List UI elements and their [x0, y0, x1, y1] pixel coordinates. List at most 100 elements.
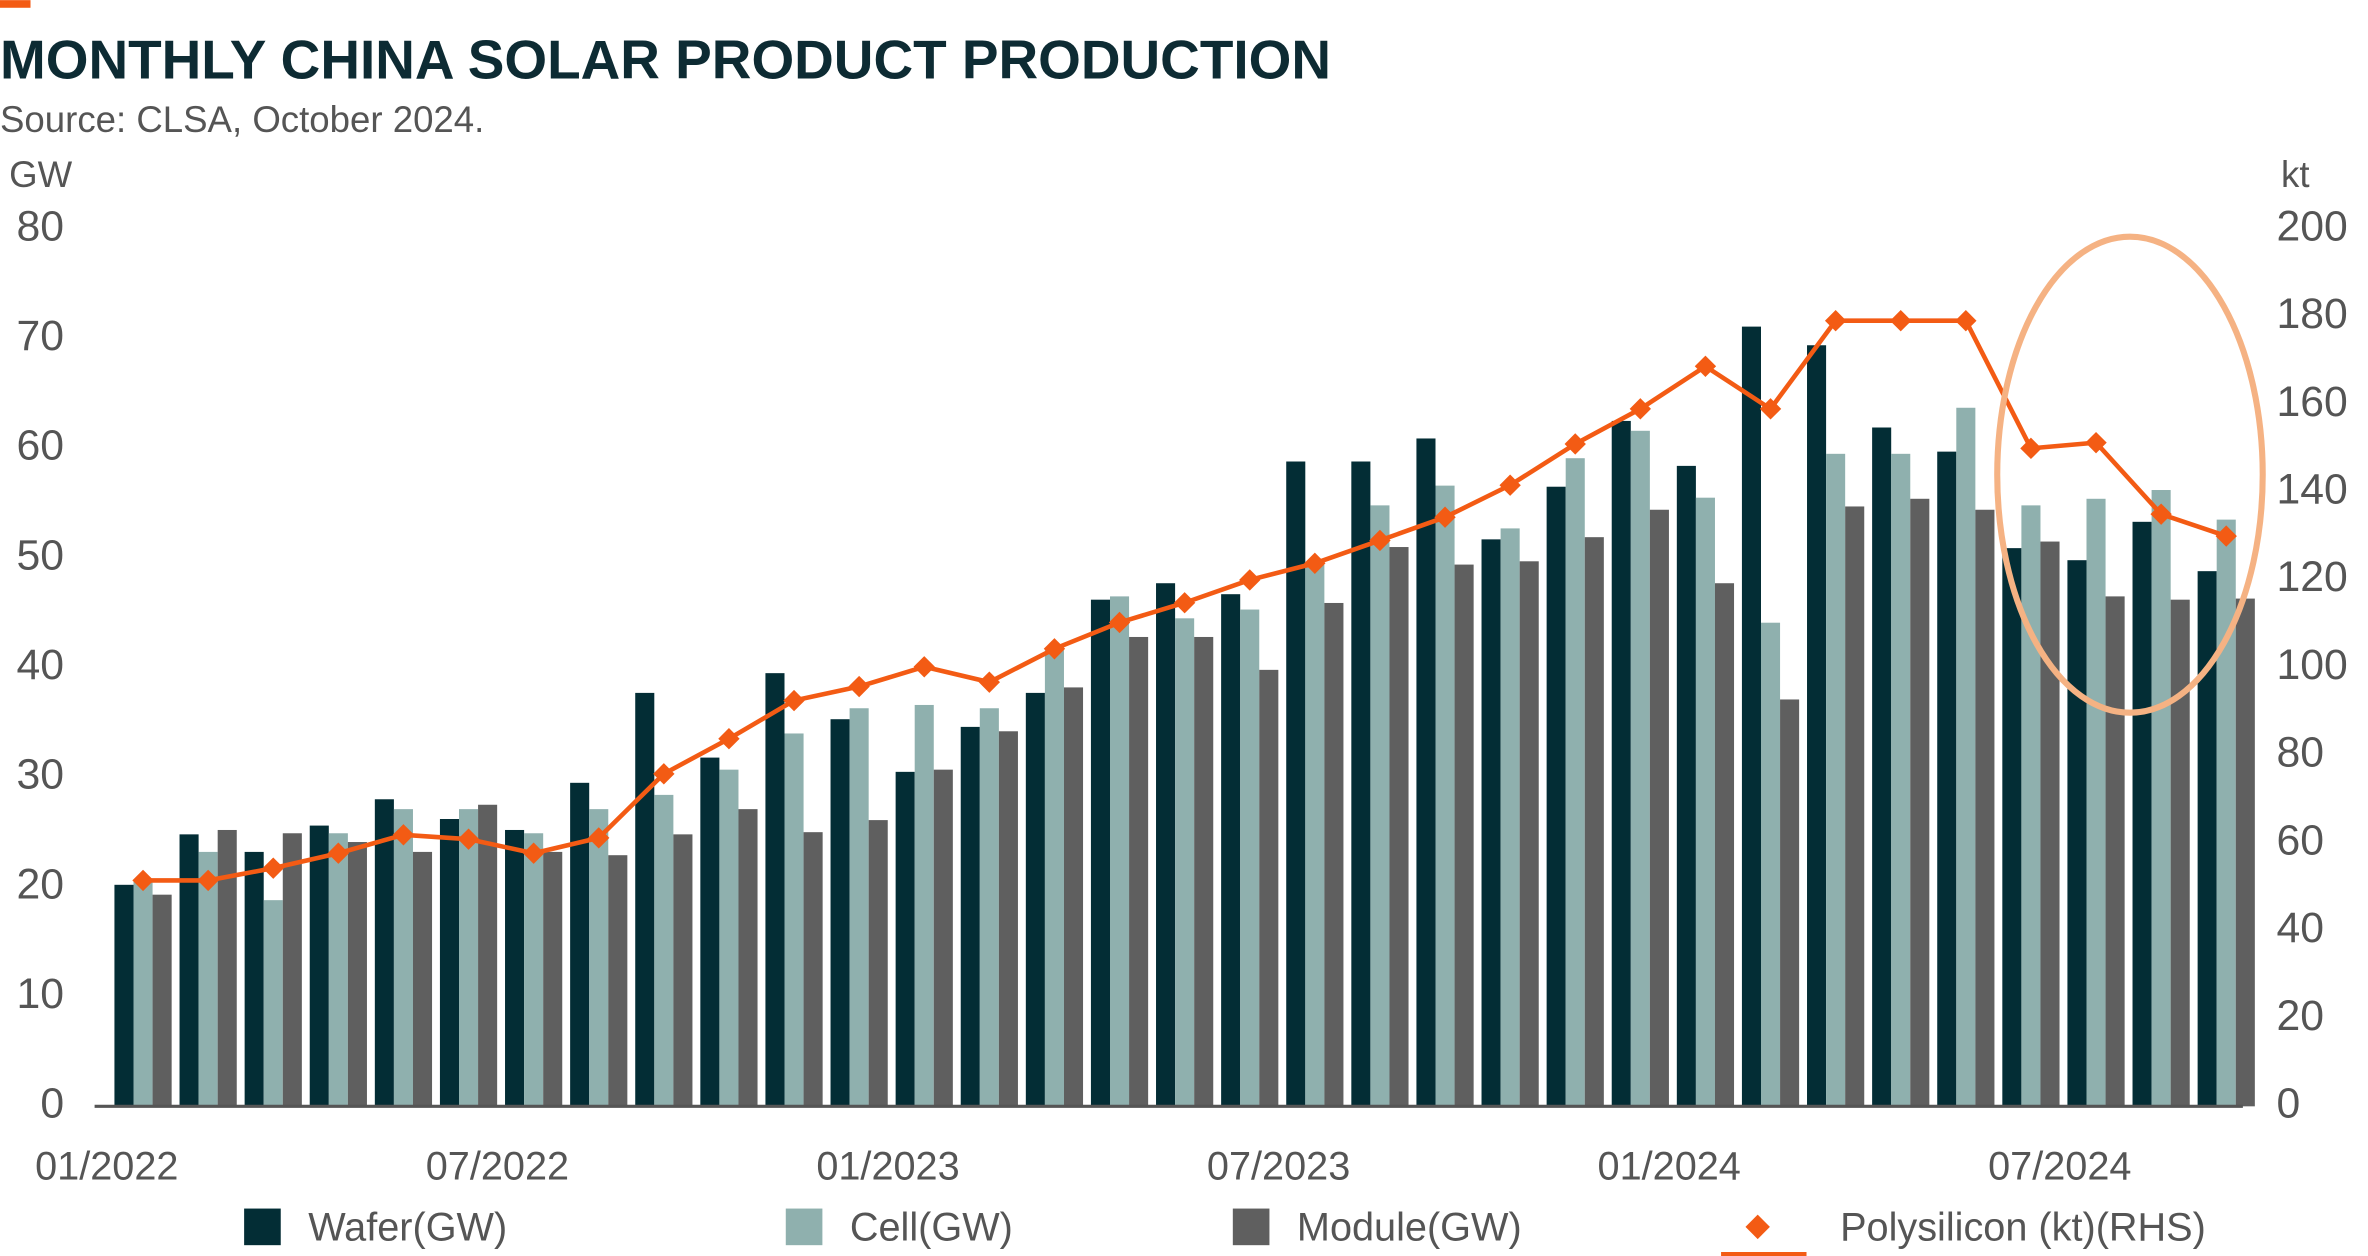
chart-subtitle: Source: CLSA, October 2024.: [0, 99, 484, 140]
line-marker: [2150, 503, 2172, 525]
bar: [1389, 547, 1409, 1107]
bar: [849, 708, 869, 1107]
line-marker: [1629, 398, 1652, 420]
y-tick-label: 0: [40, 1080, 64, 1128]
line-marker: [653, 763, 675, 785]
bar: [1435, 485, 1455, 1107]
bar: [1351, 461, 1371, 1107]
x-tick-label: 01/2024: [1598, 1144, 1741, 1188]
y2-tick-label: 160: [2276, 378, 2347, 426]
y-tick-label: 60: [17, 422, 65, 470]
bar: [635, 692, 655, 1107]
bar: [179, 834, 199, 1107]
legend-label: Polysilicon (kt)(RHS): [1840, 1205, 2206, 1249]
bar: [803, 832, 823, 1107]
bar: [198, 851, 218, 1107]
y-tick-label: 70: [17, 312, 65, 360]
bar: [1063, 687, 1084, 1107]
y2-axis-label: kt: [2281, 154, 2309, 195]
line-marker: [1369, 529, 1391, 552]
bar: [1741, 326, 1761, 1107]
line-marker: [1108, 611, 1131, 634]
bar: [1481, 539, 1501, 1107]
bar: [1090, 599, 1110, 1107]
line-marker: [783, 689, 805, 712]
bar: [998, 731, 1018, 1107]
highlight-ellipse: [1994, 233, 2266, 716]
bar: [459, 809, 479, 1107]
bar: [439, 819, 460, 1107]
bar: [700, 757, 720, 1107]
bar: [1937, 451, 1957, 1107]
line-marker: [1239, 569, 1261, 591]
bar: [328, 833, 348, 1107]
bar: [2235, 598, 2255, 1107]
bar: [654, 794, 674, 1107]
legend-marker: [1745, 1214, 1770, 1240]
line-marker: [1043, 638, 1066, 660]
bar: [2040, 541, 2060, 1107]
bar: [2197, 571, 2217, 1107]
bar: [589, 809, 609, 1107]
bar: [1649, 509, 1669, 1107]
line-marker: [1890, 310, 1912, 332]
bar: [263, 900, 283, 1107]
line-marker: [588, 827, 610, 849]
x-tick-label: 07/2024: [1988, 1144, 2131, 1188]
bar: [1416, 438, 1436, 1107]
line-marker: [2215, 525, 2237, 547]
legend-label: Wafer(GW): [308, 1205, 507, 1249]
accent-bar: [0, 0, 31, 8]
line-marker: [2085, 431, 2107, 454]
line-marker: [1955, 310, 1977, 332]
bar: [1546, 486, 1566, 1107]
bar: [114, 884, 134, 1107]
bar: [1175, 618, 1195, 1107]
y2-tick-label: 80: [2276, 729, 2324, 777]
line-marker: [392, 824, 415, 846]
bar: [1630, 430, 1650, 1107]
y2-tick-label: 140: [2276, 465, 2347, 513]
legend-swatch: [1232, 1208, 1270, 1246]
bar: [2086, 498, 2106, 1107]
bar: [505, 829, 525, 1107]
bar: [719, 769, 739, 1107]
legend-swatch: [785, 1208, 823, 1246]
bar: [1324, 602, 1344, 1107]
bar: [914, 704, 934, 1107]
bar: [2067, 560, 2087, 1107]
bar: [1807, 345, 1827, 1107]
bar: [393, 809, 413, 1107]
legend-swatch: [244, 1208, 281, 1246]
line-marker: [197, 869, 219, 892]
bar: [2021, 505, 2041, 1107]
line-marker: [262, 857, 284, 879]
line-marker: [457, 828, 480, 850]
bar: [1714, 583, 1735, 1107]
bar: [524, 833, 544, 1107]
bar: [2105, 596, 2125, 1107]
bar: [738, 809, 758, 1107]
bar: [1454, 564, 1474, 1107]
bar: [2216, 519, 2236, 1107]
bar: [2132, 521, 2152, 1107]
line-marker: [848, 675, 870, 698]
bar: [784, 733, 804, 1107]
y2-tick-label: 120: [2276, 553, 2347, 601]
bar: [1845, 506, 1865, 1107]
line-marker: [1499, 474, 1521, 496]
x-tick-label: 01/2022: [35, 1144, 178, 1188]
bar: [2002, 548, 2022, 1107]
bar: [1565, 458, 1585, 1107]
line-marker: [1824, 310, 1847, 332]
bar: [374, 799, 394, 1107]
bar: [1194, 636, 1214, 1107]
bar: [282, 833, 302, 1107]
bar: [1910, 498, 1930, 1107]
bar: [2170, 599, 2190, 1107]
y2-tick-label: 60: [2276, 816, 2324, 864]
line-marker: [1564, 433, 1586, 455]
bar: [347, 842, 367, 1107]
bar: [673, 834, 693, 1107]
